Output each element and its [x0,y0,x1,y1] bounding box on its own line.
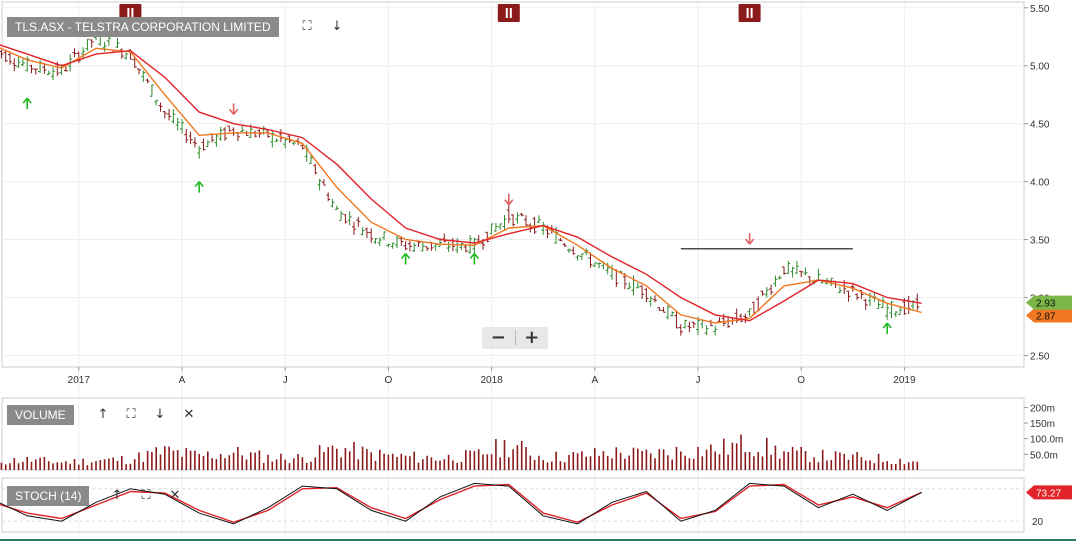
time-tick-label: O [797,375,805,386]
zoom-divider [514,330,516,346]
last-price-badge [1026,295,1072,310]
dividend-marker-icon [738,4,761,22]
time-tick-label: A [179,375,186,386]
price-tick-label: 5.00 [1030,62,1050,73]
time-tick-label: O [385,375,393,386]
volume-tick-label: 100.0m [1030,435,1063,446]
ma-fast-line [0,47,922,324]
price-panel-frame [1,1,1025,368]
time-tick-label: J [696,375,701,386]
buy-arrow-icon [22,97,32,110]
price-tick-label: 3.50 [1030,236,1050,247]
stoch-panel-frame [1,477,1025,533]
dividend-marker-bar [509,8,512,18]
stoch-k-line [0,482,922,525]
buy-arrow-icon [400,252,411,265]
close-icon[interactable]: ✕ [183,407,195,422]
price-tick-label: 5.50 [1030,4,1050,15]
ma-price-badge-label: 2.87 [1036,312,1056,323]
sell-arrow-icon [744,233,755,245]
zoom-out-button[interactable]: − [490,327,506,348]
volume-tick-label: 150m [1030,419,1055,430]
last-price-badge-label: 2.93 [1036,299,1056,310]
dividend-marker-bar [505,8,508,18]
dividend-marker-bar [127,8,130,18]
sell-arrow-icon [504,193,514,206]
stoch-d-line [0,483,922,524]
dividend-marker-bar [750,8,753,18]
dividend-marker-icon [497,4,520,22]
time-tick-label: 2019 [893,375,916,386]
close-icon[interactable]: ✕ [169,488,181,503]
arrow-up-icon[interactable]: ↑ [97,407,109,422]
arrow-down-icon[interactable]: ↓ [154,407,166,422]
arrow-up-icon[interactable]: ↑ [111,488,123,503]
time-tick-label: J [283,375,288,386]
price-tick-label: 4.00 [1030,178,1050,189]
zoom-controls: − + [482,327,548,349]
zoom-in-button[interactable]: + [524,327,540,348]
buy-arrow-icon [469,252,480,265]
time-tick-label: 2017 [68,375,91,386]
dividend-marker-bar [746,8,749,18]
price-tick-label: 4.50 [1030,120,1050,131]
chart-title-tag: TLS.ASX - TELSTRA CORPORATION LIMITED [7,17,279,37]
fullscreen-icon[interactable]: ⛶ [141,488,151,503]
buy-arrow-icon [194,181,204,193]
price-tick-label: 2.50 [1030,351,1050,362]
fullscreen-icon[interactable]: ⛶ [302,19,312,34]
stoch-value-badge [1026,485,1072,500]
volume-tick-label: 50.0m [1030,450,1058,461]
arrow-down-icon[interactable]: ↓ [331,19,343,34]
time-tick-label: 2018 [480,375,503,386]
fullscreen-icon[interactable]: ⛶ [126,407,136,422]
ma-price-badge [1026,308,1072,323]
ma-slow-line [0,44,922,322]
dividend-marker-bar [131,8,134,18]
stoch-tick-label: 20 [1032,517,1044,528]
time-tick-label: A [591,375,598,386]
stoch-title-tag: STOCH (14) [7,486,90,506]
buy-arrow-icon [882,322,892,334]
stoch-value-label: 73.27 [1036,488,1061,499]
volume-tick-label: 200m [1030,403,1055,414]
sell-arrow-icon [228,103,239,115]
volume-title-tag: VOLUME [7,405,74,425]
